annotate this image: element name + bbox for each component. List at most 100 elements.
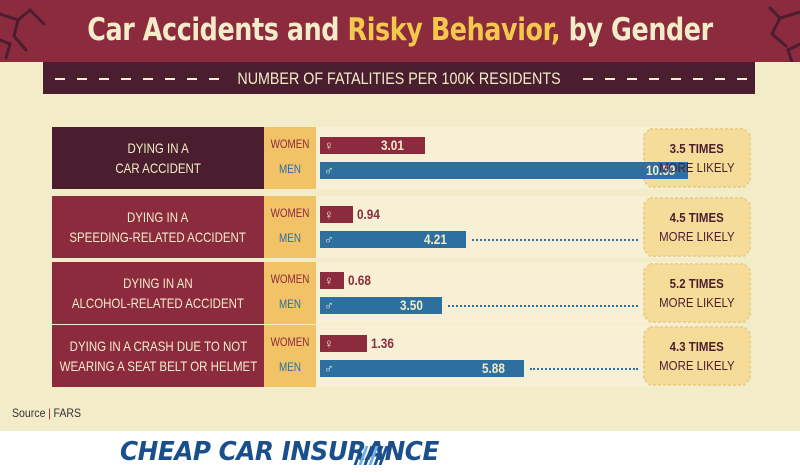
men-value: 5.88 [482,360,506,376]
men-value: 10.59 [646,162,676,178]
chart-row: DYING IN A SPEEDING-RELATED ACCIDENT WOMEN… [52,196,752,258]
gender-label-column: WOMEN MEN [264,262,316,324]
gender-label-column: WOMEN MEN [264,127,316,189]
women-bar: ♀ [320,335,368,352]
men-label: MEN [279,297,301,311]
women-value: 0.94 [356,206,380,222]
ratio-badge-bg [642,325,752,387]
category-label: DYING IN A SPEEDING-RELATED ACCIDENT [52,196,264,258]
female-symbol-icon: ♀ [324,207,334,222]
women-label: WOMEN [270,335,310,349]
ratio-badge-bg [642,262,752,324]
dash [605,78,615,80]
ratio-badge: 5.2 TIMES MORE LIKELY [646,264,748,322]
category-label-line: DYING IN AN [123,275,193,291]
chart-title: Car Accidents and Risky Behavior, by Gen… [87,12,713,48]
ratio-caption: MORE LIKELY [659,295,735,310]
men-label: MEN [279,231,301,245]
dash [649,78,659,80]
dash [187,78,197,80]
gender-label-column: WOMEN MEN [264,196,316,258]
ratio-badge: 4.5 TIMES MORE LIKELY [646,198,748,256]
men-label: MEN [279,162,301,176]
women-label: WOMEN [270,272,310,286]
ratio-badge-bg [642,196,752,258]
category-label: DYING IN A CRASH DUE TO NOT WEARING A SEA… [52,325,264,387]
category-label-text: DYING IN A SPEEDING-RELATED ACCIDENT [50,207,265,247]
plot-area [316,262,696,324]
women-value: 3.01 [380,137,404,153]
male-symbol-icon: ♂ [324,163,334,178]
ratio-badge: 4.3 TIMES MORE LIKELY [646,327,748,385]
dash [671,78,681,80]
women-bar: ♀ [320,206,353,223]
category-label: DYING IN AN ALCOHOL-RELATED ACCIDENT [52,262,264,324]
chart-subtitle: NUMBER OF FATALITIES PER 100K RESIDENTS [237,69,561,88]
category-label-text: DYING IN A CAR ACCIDENT [106,138,210,178]
women-bar: ♀ [320,272,344,289]
source-note: Source | FARS [12,406,82,420]
dash [143,78,153,80]
ratio-badge: 3.5 TIMES MORE LIKELY [646,129,748,187]
ratio-caption: MORE LIKELY [659,160,735,175]
chart-row: DYING IN A CAR ACCIDENT WOMEN MEN ♀ 3.01 ♂ 10.5… [52,127,752,189]
men-bar: ♂ [320,360,525,377]
logo-stripes-icon [353,446,389,470]
category-label-line: WEARING A SEAT BELT OR HELMET [59,358,257,374]
men-value: 4.21 [424,231,448,247]
chart-row: DYING IN AN ALCOHOL-RELATED ACCIDENT WOMEN… [52,262,752,324]
title-banner: Car Accidents and Risky Behavior, by Gen… [0,0,800,62]
male-symbol-icon: ♂ [324,298,334,313]
female-symbol-icon: ♀ [324,336,334,351]
female-symbol-icon: ♀ [324,138,334,153]
dash [121,78,131,80]
women-label: WOMEN [270,206,310,220]
category-label-line: CAR ACCIDENT [115,160,201,176]
female-symbol-icon: ♀ [324,273,334,288]
dash [583,78,593,80]
dash [627,78,637,80]
dash [77,78,87,80]
leader-line [530,368,638,370]
ratio-value: 5.2 TIMES [669,276,725,291]
dash [715,78,725,80]
ratio-value: 4.5 TIMES [669,210,725,225]
brand-logo: CHEAP CAR INSURANCE [120,437,439,467]
gender-label-column: WOMEN MEN [264,325,316,387]
category-label-line: DYING IN A [127,209,189,225]
men-bar: ♂ [320,162,688,179]
ratio-caption: MORE LIKELY [659,229,735,244]
category-label-text: DYING IN AN ALCOHOL-RELATED ACCIDENT [53,273,263,313]
category-label-line: ALCOHOL-RELATED ACCIDENT [71,295,245,311]
women-value: 1.36 [371,335,395,351]
chart-row: DYING IN A CRASH DUE TO NOT WEARING A SEA… [52,325,752,387]
category-label-text: DYING IN A CRASH DUE TO NOT WEARING A SEA… [38,336,279,376]
footer: CHEAP CAR INSURANCE [0,431,800,475]
ratio-value: 3.5 TIMES [669,141,725,156]
women-value: 0.68 [347,272,371,288]
men-bar: ♂ [320,297,442,314]
category-label-line: DYING IN A [127,140,189,156]
dash [165,78,175,80]
men-value: 3.50 [399,297,423,313]
leader-line [447,305,638,307]
crack-decoration [0,6,800,62]
dash [693,78,703,80]
ratio-value: 4.3 TIMES [669,339,725,354]
category-label-line: SPEEDING-RELATED ACCIDENT [69,229,247,245]
dash [209,78,219,80]
men-label: MEN [279,360,301,374]
category-label-line: DYING IN A CRASH DUE TO NOT [69,338,247,354]
women-bar: ♀ [320,137,425,154]
subtitle-bar: NUMBER OF FATALITIES PER 100K RESIDENTS [43,62,755,94]
men-bar: ♂ [320,231,467,248]
male-symbol-icon: ♂ [324,361,334,376]
dash [737,78,747,80]
leader-line [472,239,638,241]
dash [55,78,65,80]
category-label: DYING IN A CAR ACCIDENT [52,127,264,189]
male-symbol-icon: ♂ [324,232,334,247]
ratio-caption: MORE LIKELY [659,358,735,373]
women-label: WOMEN [270,137,310,151]
dash [99,78,109,80]
